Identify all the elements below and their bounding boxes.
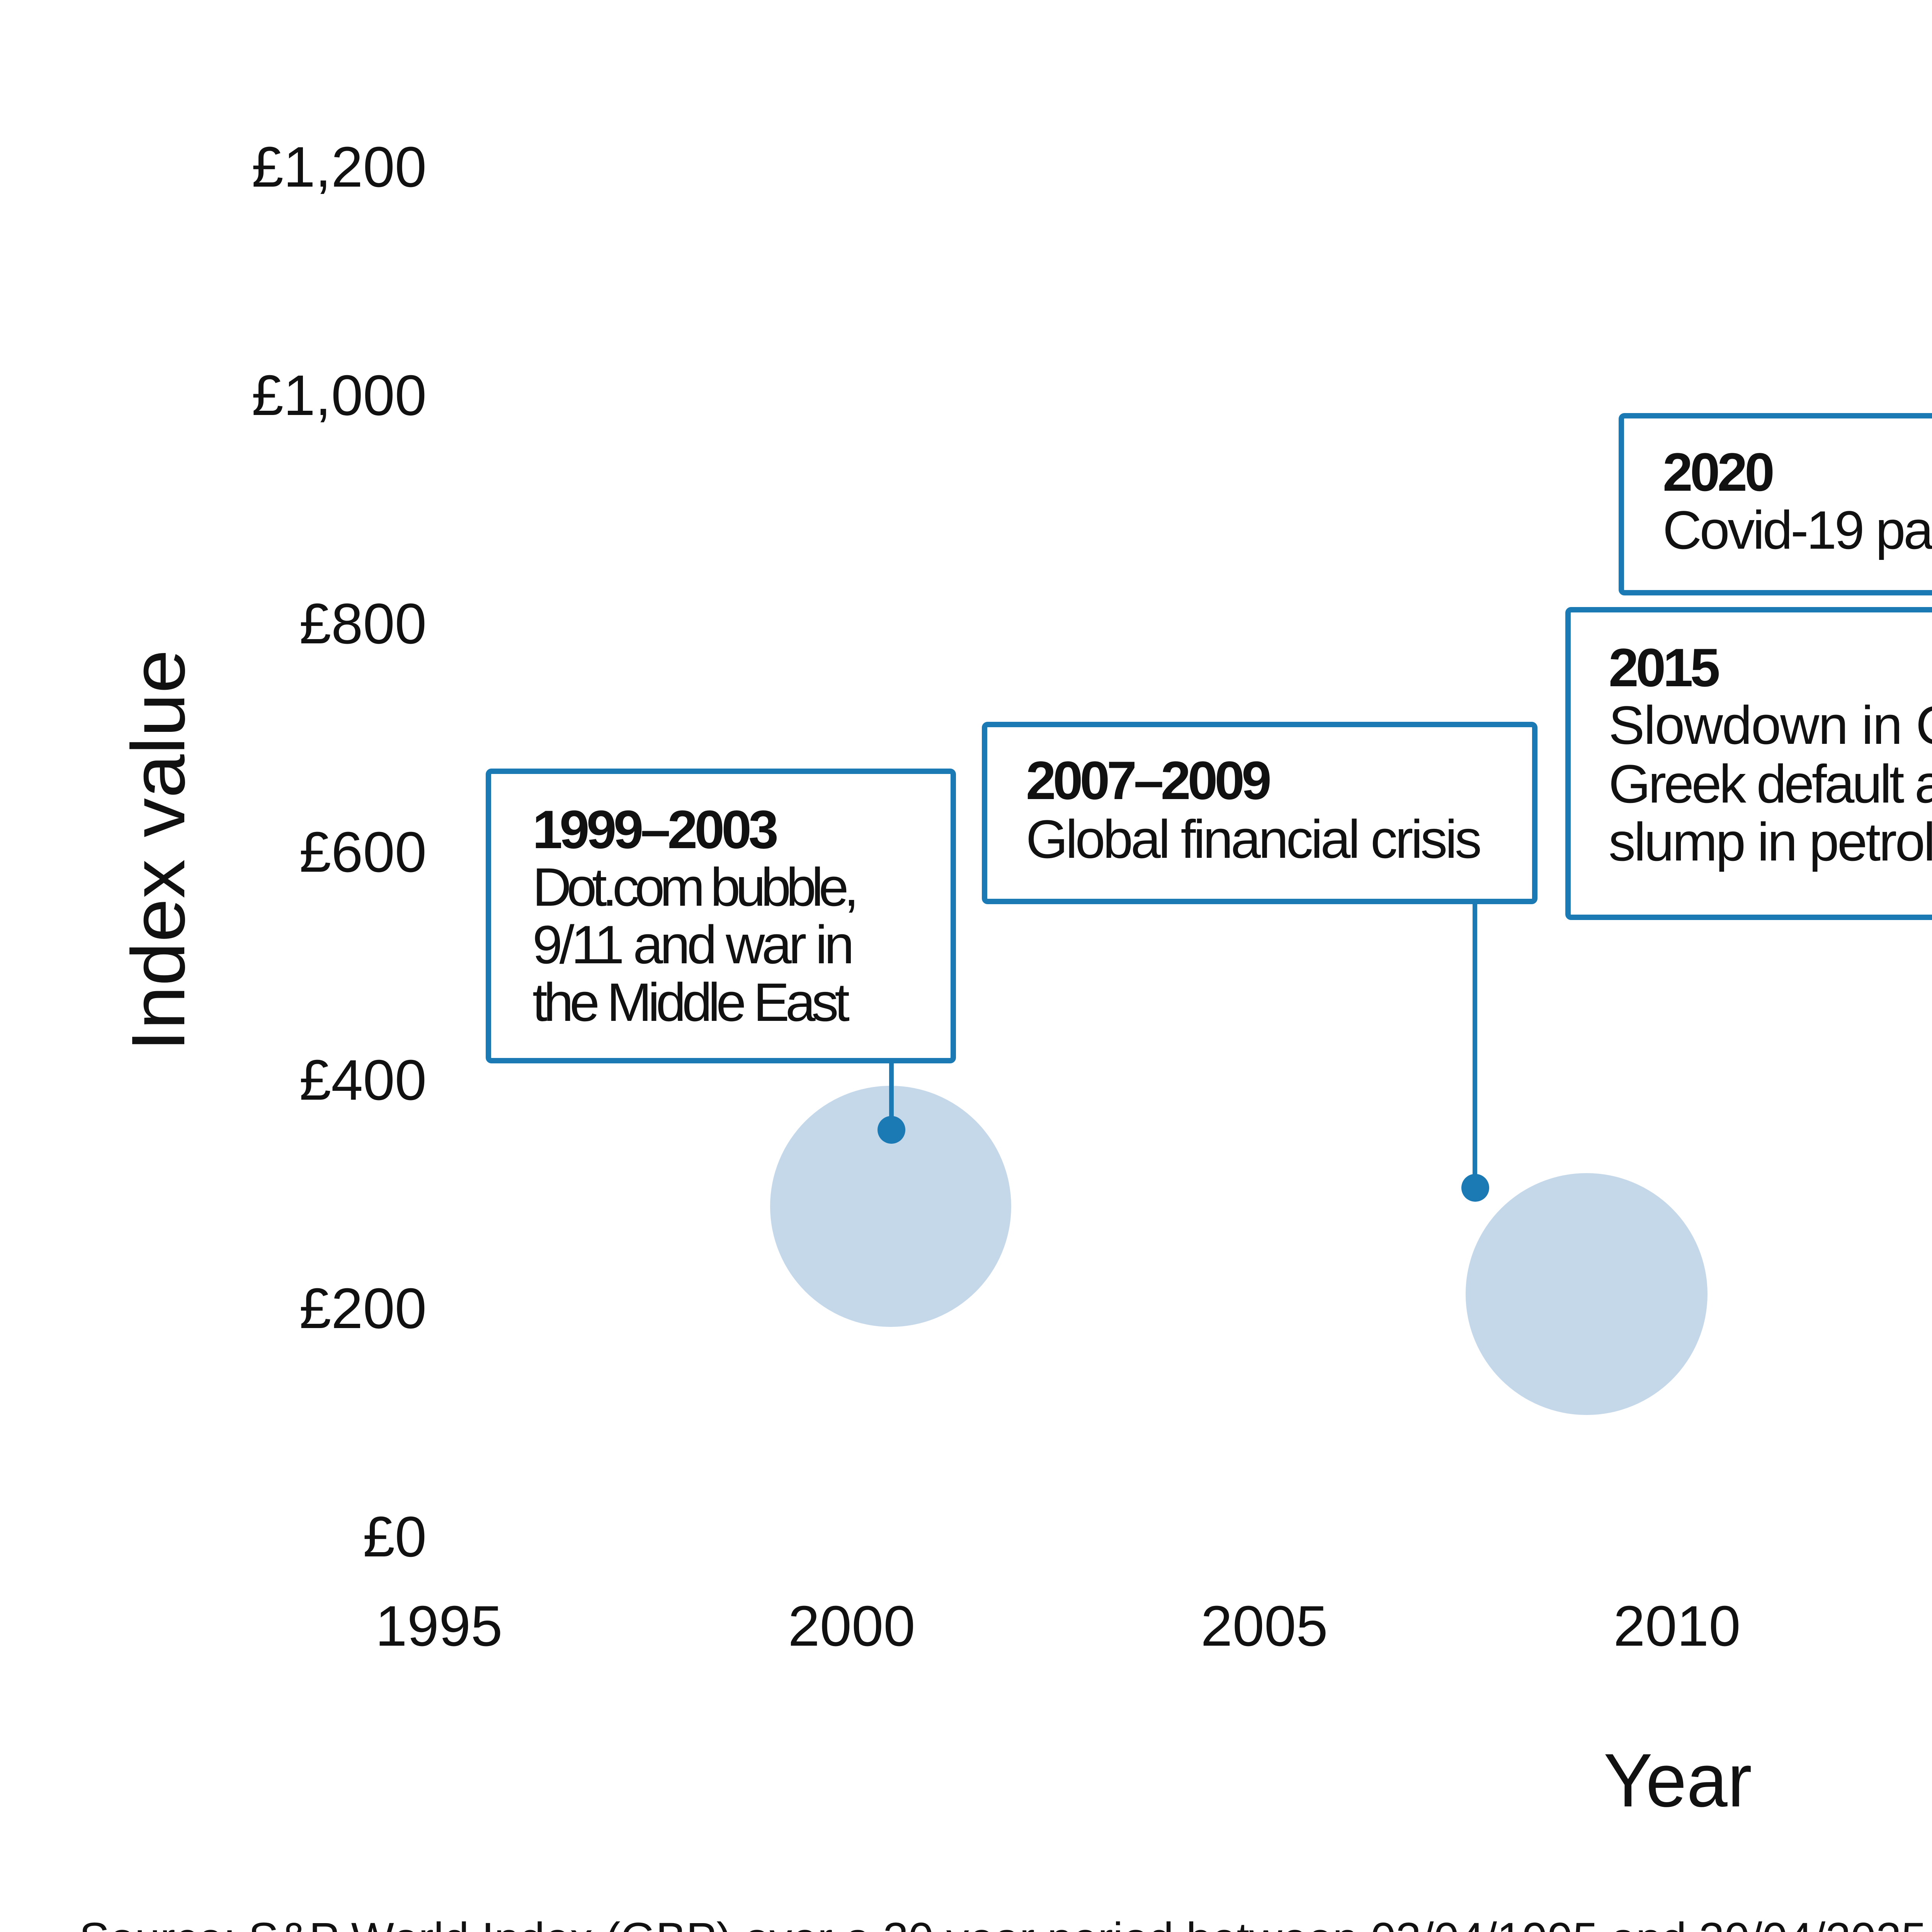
svg-text:2010: 2010 <box>1613 1594 1740 1658</box>
svg-text:2005: 2005 <box>1201 1594 1328 1658</box>
svg-text:Slowdown in China,: Slowdown in China, <box>1609 695 1932 755</box>
svg-text:2020: 2020 <box>1663 442 1775 502</box>
svg-text:slump in petrol prices: slump in petrol prices <box>1609 811 1932 872</box>
svg-text:1999–2003: 1999–2003 <box>532 799 779 860</box>
svg-text:2015: 2015 <box>1609 637 1720 698</box>
svg-text:£600: £600 <box>299 820 427 884</box>
svg-text:Index value: Index value <box>116 650 201 1051</box>
svg-text:Year: Year <box>1604 1738 1752 1823</box>
svg-text:£0: £0 <box>363 1505 427 1569</box>
svg-text:£1,000: £1,000 <box>252 364 427 427</box>
svg-text:the Middle East: the Middle East <box>532 972 850 1032</box>
svg-text:1995: 1995 <box>375 1594 502 1658</box>
svg-text:2007–2009: 2007–2009 <box>1026 750 1272 811</box>
svg-text:Source: S&P World Index (GBP): Source: S&P World Index (GBP) over a 30 … <box>79 1913 1932 1932</box>
svg-text:Global financial crisis: Global financial crisis <box>1026 809 1482 869</box>
svg-text:£1,200: £1,200 <box>252 135 427 199</box>
svg-text:£400: £400 <box>299 1048 427 1112</box>
svg-text:£800: £800 <box>299 592 427 656</box>
svg-text:£200: £200 <box>299 1277 427 1340</box>
svg-text:Greek default and: Greek default and <box>1609 753 1932 814</box>
svg-text:Covid-19 pandemic: Covid-19 pandemic <box>1663 500 1932 560</box>
svg-text:2000: 2000 <box>788 1594 915 1658</box>
svg-text:9/11 and war in: 9/11 and war in <box>532 914 854 975</box>
svg-text:Dot.com bubble,: Dot.com bubble, <box>532 857 859 917</box>
